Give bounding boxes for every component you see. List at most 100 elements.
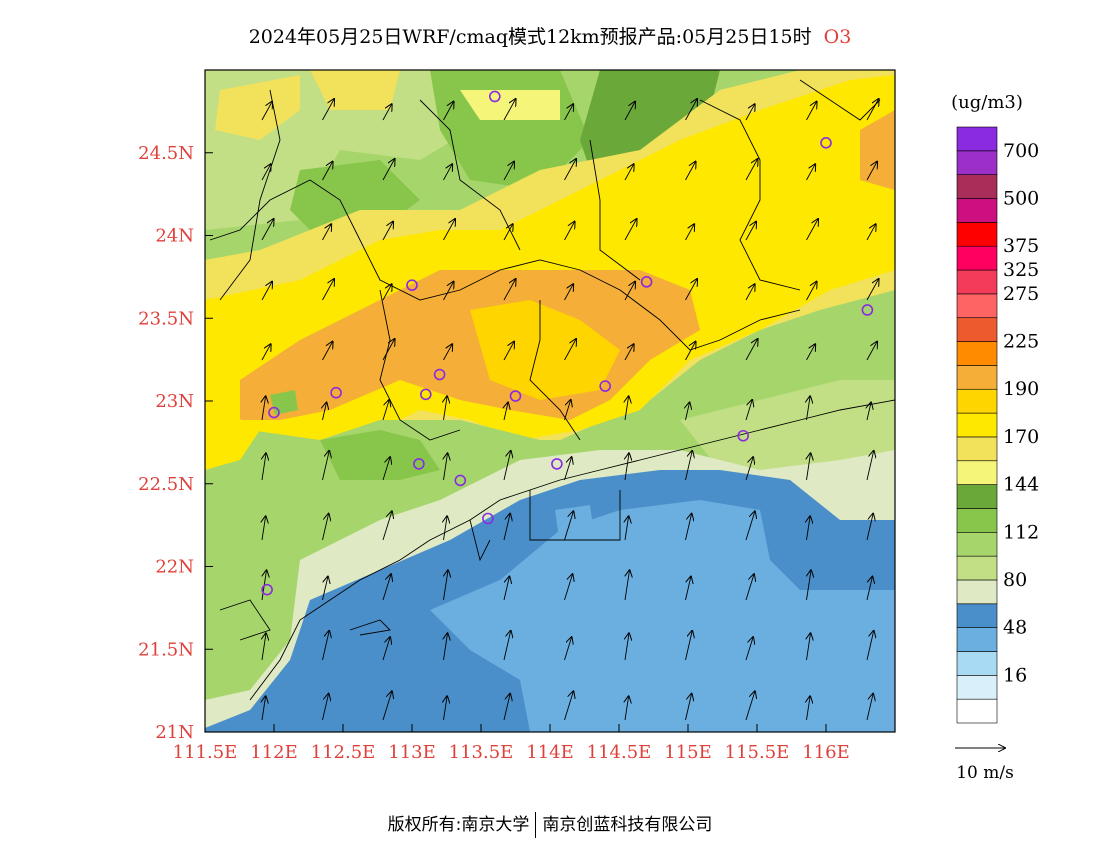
station-marker: [482, 512, 494, 525]
station-marker: [488, 90, 501, 103]
wind-vector: [685, 342, 696, 361]
wind-vectors: [261, 99, 879, 721]
lon-tick-label: 112.5E: [311, 742, 376, 763]
wind-vector: [261, 282, 272, 301]
wind-vector: [322, 342, 333, 361]
legend-swatch: [956, 341, 998, 366]
wind-vector: [685, 451, 693, 481]
wind-vector: [382, 339, 395, 361]
wind-vector: [625, 696, 629, 721]
lon-tick-label: 115E: [664, 742, 712, 763]
legend-swatch: [956, 698, 998, 724]
wind-vector: [564, 637, 572, 661]
wind-vector: [262, 453, 266, 481]
wind-vector: [322, 694, 329, 721]
legend-swatch: [956, 436, 998, 462]
wind-vector: [322, 224, 332, 241]
legend-swatch: [956, 603, 998, 628]
wind-vector: [685, 99, 698, 121]
station-marker: [413, 458, 425, 470]
lon-tick-label: 111.5E: [173, 742, 238, 763]
wind-vector: [503, 577, 509, 601]
wind-vector: [685, 694, 692, 721]
legend-swatch: [956, 627, 998, 652]
lat-tick-label: 21N: [155, 722, 194, 743]
copyright-company: 南京创蓝科技有限公司: [542, 815, 713, 835]
legend-label: 48: [1003, 617, 1027, 639]
wind-vector: [745, 284, 755, 301]
wind-vector: [685, 162, 696, 181]
lon-tick-label: 112E: [250, 742, 298, 763]
station-marker: [820, 137, 832, 149]
wind-vector: [503, 162, 514, 181]
legend-swatch: [956, 245, 998, 271]
wind-vector: [444, 633, 448, 661]
lat-tick-label: 23N: [155, 391, 194, 412]
wind-vector: [745, 574, 754, 601]
wind-vector: [866, 514, 873, 541]
wind-vector: [322, 631, 330, 661]
wind-vector: [382, 511, 392, 541]
legend-swatch: [956, 651, 998, 676]
station-marker: [737, 429, 750, 442]
wind-vector: [745, 691, 755, 721]
wind-vector: [564, 284, 574, 301]
legend-swatch: [956, 365, 998, 390]
wind-vector: [261, 102, 272, 121]
station-marker: [454, 474, 467, 487]
copyright-owner: 版权所有:南京大学: [387, 815, 530, 835]
wind-vector: [624, 102, 635, 121]
wind-vector: [866, 631, 874, 661]
wind-vector: [382, 222, 393, 241]
legend-label: 170: [1003, 426, 1039, 448]
wind-vector: [866, 224, 876, 241]
legend-swatch: [956, 388, 998, 414]
legend-unit: (ug/m3): [951, 92, 1023, 113]
wind-vector: [503, 451, 511, 481]
longitude-axis: 111.5E 112E 112.5E 113E 113.5E 114E 114.5E 115E…: [173, 724, 850, 763]
lon-tick-label: 114.5E: [587, 742, 652, 763]
legend-swatch: [956, 460, 998, 485]
wind-vector: [685, 224, 695, 241]
wind-vector: [564, 222, 575, 241]
wind-vector: [745, 339, 758, 361]
wind-vector: [564, 511, 574, 541]
wind-vector: [564, 400, 571, 421]
wind-vector: [503, 631, 511, 661]
latitude-axis: 21N 21.5N 22N 22.5N 23N 23.5N 24N 24.5N: [138, 143, 213, 743]
wind-vector: [443, 219, 456, 241]
station-marker: [551, 458, 563, 470]
wind-vector: [806, 344, 816, 361]
wind-vector: [503, 224, 513, 241]
wind-vector: [444, 570, 449, 601]
lat-tick-label: 23.5N: [138, 308, 194, 329]
legend-label: 16: [1003, 664, 1027, 686]
wind-vector: [807, 516, 811, 541]
wind-vector: [322, 162, 333, 181]
legend-label: 375: [1003, 235, 1039, 257]
wind-vector: [807, 396, 811, 421]
wind-vector: [564, 104, 574, 121]
wind-vector: [745, 104, 755, 121]
wind-vector: [685, 577, 691, 601]
wind-vector: [624, 282, 635, 301]
wind-vector: [685, 279, 698, 301]
wind-vector: [503, 694, 510, 721]
wind-vector: [322, 577, 328, 601]
lon-tick-label: 115.5E: [725, 742, 790, 763]
station-marker: [599, 380, 612, 392]
wind-vector: [745, 511, 755, 541]
legend-label: 700: [1003, 140, 1039, 162]
lat-tick-label: 21.5N: [138, 639, 194, 660]
wind-vector: [867, 403, 871, 421]
wind-vector: [382, 159, 395, 181]
legend-label: 190: [1003, 378, 1039, 400]
legend-swatch: [956, 269, 998, 295]
wind-vector: [806, 282, 817, 301]
wind-vector: [806, 102, 817, 121]
wind-vector: [382, 574, 391, 601]
legend-label: 275: [1003, 283, 1039, 305]
wind-vector: [806, 164, 816, 181]
wind-vector: [503, 279, 516, 301]
legend-label: 80: [1003, 569, 1027, 591]
